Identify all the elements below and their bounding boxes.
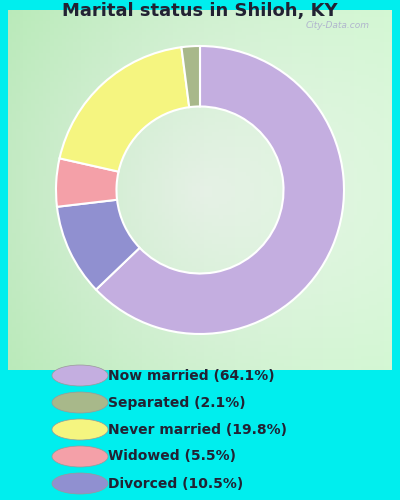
Text: City-Data.com: City-Data.com <box>305 21 369 30</box>
Circle shape <box>52 419 108 440</box>
Circle shape <box>52 392 108 413</box>
Wedge shape <box>182 46 200 107</box>
Text: Never married (19.8%): Never married (19.8%) <box>108 422 287 436</box>
Text: Now married (64.1%): Now married (64.1%) <box>108 368 275 382</box>
Text: Separated (2.1%): Separated (2.1%) <box>108 396 246 409</box>
Text: Marital status in Shiloh, KY: Marital status in Shiloh, KY <box>62 2 338 20</box>
Wedge shape <box>96 46 344 334</box>
Wedge shape <box>56 158 118 207</box>
Circle shape <box>52 446 108 467</box>
Circle shape <box>52 473 108 494</box>
Wedge shape <box>60 47 189 172</box>
Text: Divorced (10.5%): Divorced (10.5%) <box>108 476 243 490</box>
Text: Widowed (5.5%): Widowed (5.5%) <box>108 450 236 464</box>
Wedge shape <box>57 200 140 290</box>
Circle shape <box>52 365 108 386</box>
